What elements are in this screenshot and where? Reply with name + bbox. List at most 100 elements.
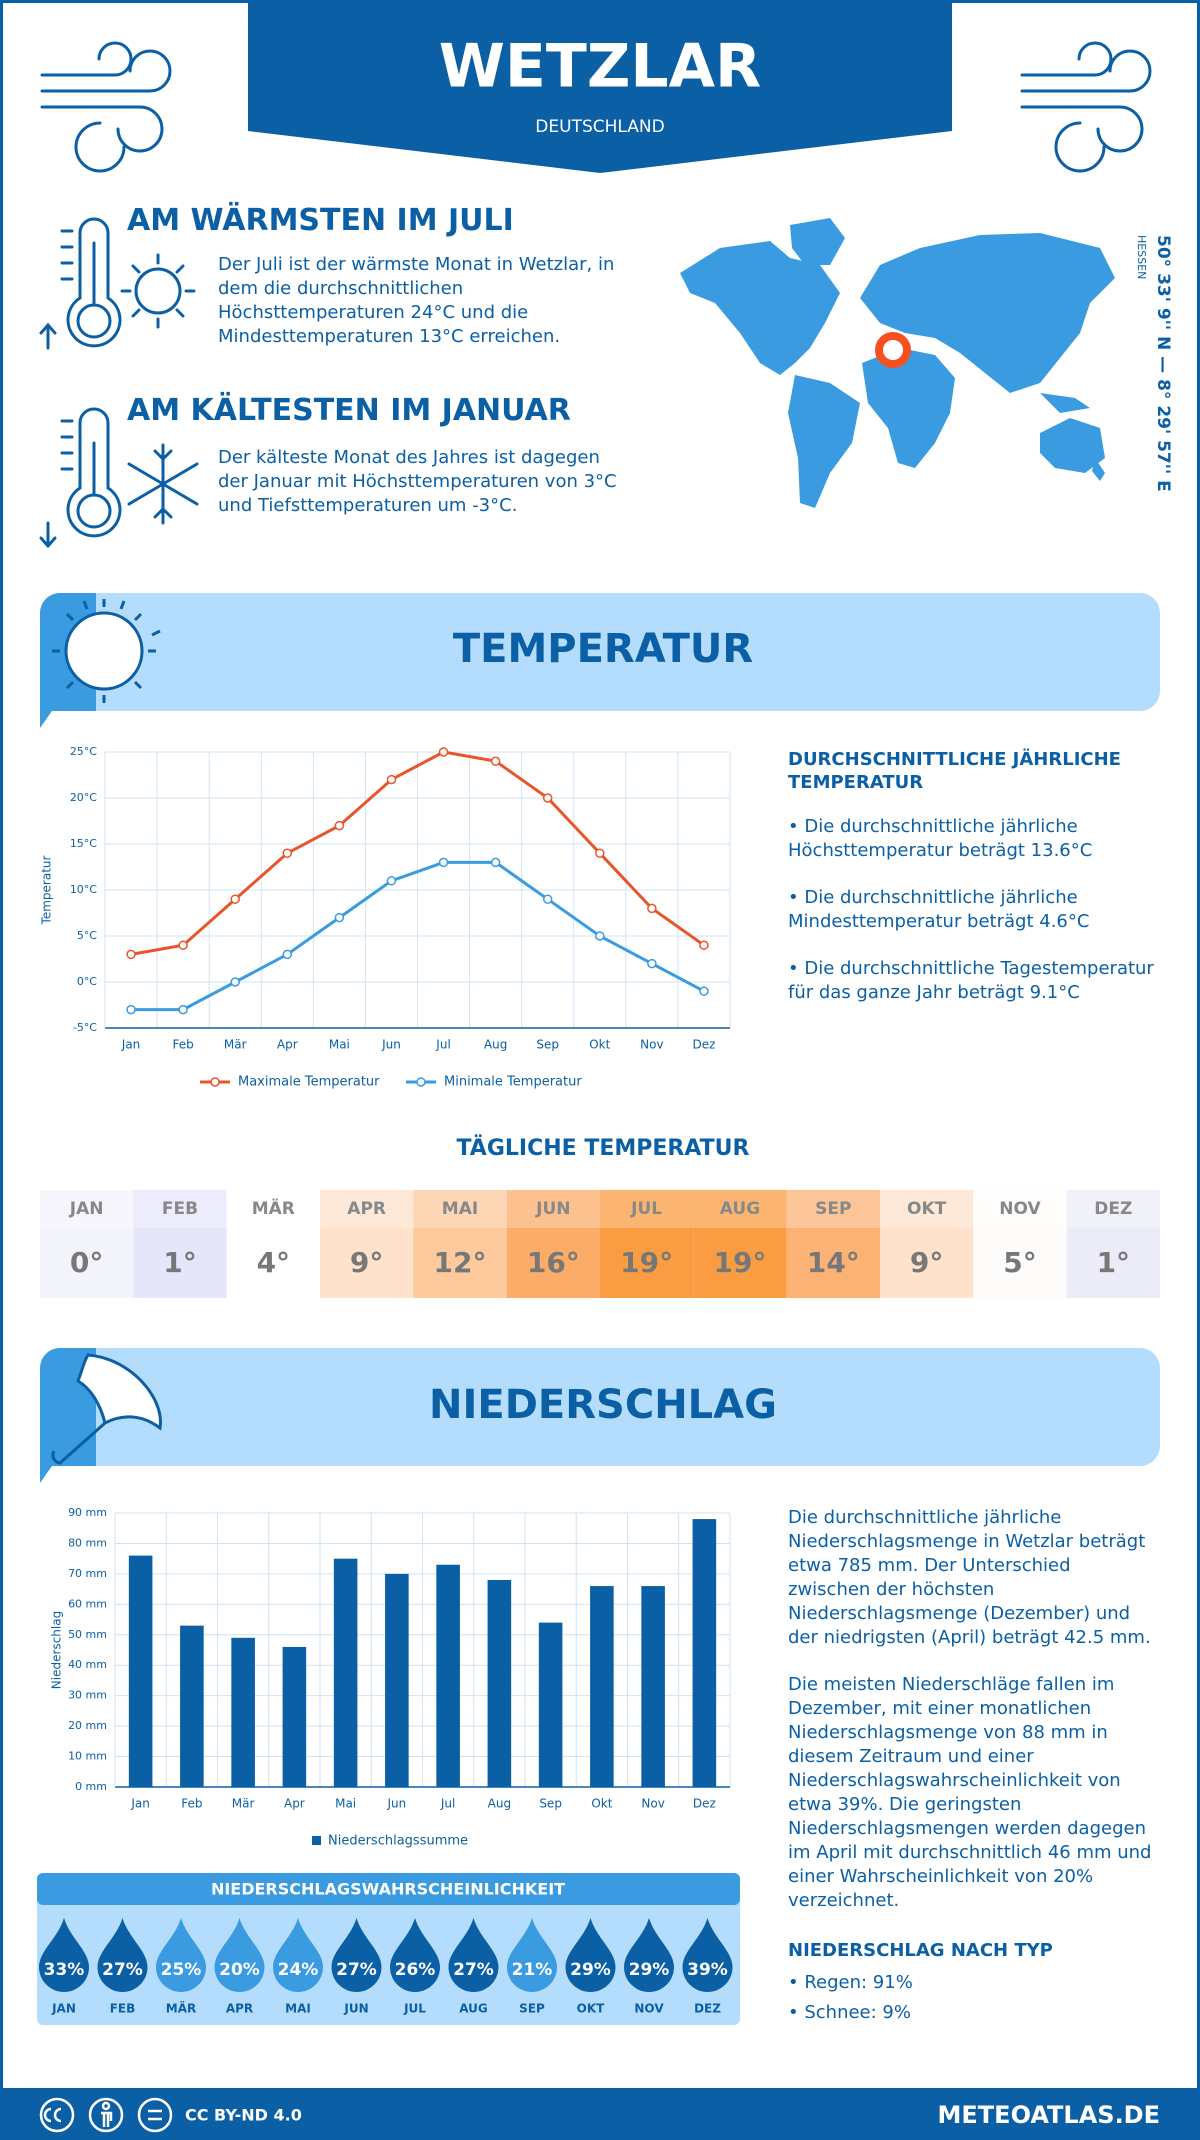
daily-value: 9° bbox=[350, 1246, 383, 1279]
x-tick-label: Feb bbox=[173, 1038, 194, 1052]
y-tick-label: 30 mm bbox=[68, 1689, 107, 1702]
drop bbox=[448, 1918, 499, 1992]
drop bbox=[390, 1918, 440, 1992]
y-tick-label: 15°C bbox=[70, 837, 97, 850]
daily-month: DEZ bbox=[1094, 1199, 1132, 1219]
y-tick-label: 5°C bbox=[77, 929, 97, 942]
probability-value: 27% bbox=[102, 1960, 143, 1980]
bar bbox=[231, 1637, 255, 1787]
daily-cell bbox=[973, 1190, 1067, 1298]
line-point bbox=[595, 848, 605, 858]
legend-label: Maximale Temperatur bbox=[238, 1075, 380, 1090]
daily-month: JUN bbox=[535, 1199, 570, 1219]
daily-value: 19° bbox=[620, 1246, 673, 1279]
x-tick-label: Mär bbox=[232, 1797, 255, 1811]
probability-title: NIEDERSCHLAGSWAHRSCHEINLICHKEIT bbox=[211, 1880, 565, 1899]
header-subtitle: DEUTSCHLAND bbox=[535, 117, 664, 137]
region: HESSEN bbox=[1135, 235, 1148, 279]
line-point bbox=[178, 1004, 188, 1015]
line-point bbox=[334, 820, 345, 831]
drop bbox=[214, 1918, 265, 1992]
line-point bbox=[230, 977, 240, 987]
daily-cell bbox=[133, 1190, 227, 1298]
summary-item: • Die durchschnittliche jährliche Mindes… bbox=[788, 887, 1090, 932]
y-tick-label: 10 mm bbox=[68, 1750, 107, 1763]
line-point bbox=[386, 876, 397, 886]
bar bbox=[436, 1564, 460, 1787]
probability-value: 24% bbox=[278, 1960, 319, 1980]
x-tick-label: Sep bbox=[536, 1038, 559, 1052]
daily-month: AUG bbox=[720, 1199, 760, 1219]
bar bbox=[590, 1586, 614, 1787]
summary-item: • Die durchschnittliche jährliche Höchst… bbox=[788, 816, 1093, 861]
daily-header bbox=[973, 1190, 1067, 1228]
daily-month: SEP bbox=[815, 1199, 851, 1219]
probability-month: MAI bbox=[285, 2002, 311, 2016]
line-point bbox=[438, 857, 449, 868]
x-tick-label: Apr bbox=[284, 1797, 305, 1811]
daily-header bbox=[600, 1190, 694, 1228]
daily-month: NOV bbox=[999, 1199, 1041, 1219]
site: METEOATLAS.DE bbox=[938, 2101, 1160, 2129]
drop bbox=[156, 1918, 206, 1992]
drop bbox=[624, 1918, 674, 1992]
coordinates: 50° 33' 9'' N — 8° 29' 57'' E bbox=[1153, 235, 1173, 492]
line-point bbox=[490, 756, 501, 766]
line-point bbox=[647, 958, 657, 969]
probability-month: OKT bbox=[577, 2002, 606, 2016]
legend-label: Minimale Temperatur bbox=[444, 1075, 582, 1090]
y-tick-label: 10°C bbox=[70, 883, 97, 896]
thermometer-icon bbox=[39, 217, 199, 549]
summary-item: • Die durchschnittliche Tagestemperatur … bbox=[788, 958, 1154, 1003]
drop bbox=[565, 1918, 616, 1992]
world-map bbox=[680, 218, 1115, 508]
line-point bbox=[542, 793, 553, 803]
daily-header bbox=[880, 1190, 974, 1228]
line-point bbox=[178, 940, 188, 950]
daily-title: TÄGLICHE TEMPERATUR bbox=[456, 1136, 750, 1161]
bar bbox=[180, 1625, 204, 1787]
daily-cell bbox=[226, 1190, 320, 1298]
daily-cell bbox=[506, 1190, 600, 1298]
probability-header bbox=[37, 1873, 740, 1905]
y-tick-label: 60 mm bbox=[68, 1597, 107, 1610]
type-item: • Regen: 91% bbox=[788, 1972, 913, 1993]
daily-header bbox=[226, 1190, 320, 1228]
line-point bbox=[386, 774, 397, 785]
bar bbox=[538, 1622, 563, 1787]
umbrella-icon bbox=[51, 1353, 162, 1465]
x-tick-label: Jan bbox=[121, 1038, 141, 1052]
probability-month: APR bbox=[226, 2002, 253, 2016]
daily-cell bbox=[40, 1190, 134, 1298]
x-tick-label: Jul bbox=[435, 1038, 450, 1052]
daily-month: MÄR bbox=[252, 1197, 295, 1219]
daily-cell bbox=[413, 1190, 507, 1298]
precip-text: Die durchschnittliche jährliche Niedersc… bbox=[788, 1507, 1151, 1648]
drop bbox=[507, 1918, 557, 1992]
x-tick-label: Okt bbox=[589, 1038, 610, 1052]
probability-value: 25% bbox=[161, 1960, 202, 1980]
x-tick-label: Dez bbox=[692, 1038, 715, 1052]
y-tick-label: 50 mm bbox=[68, 1628, 107, 1641]
x-tick-label: Dez bbox=[693, 1797, 716, 1811]
probability-month: MÄR bbox=[166, 2001, 196, 2016]
section-title: NIEDERSCHLAG bbox=[429, 1382, 777, 1428]
y-axis-label: Niederschlag bbox=[50, 1611, 64, 1689]
daily-header bbox=[40, 1190, 134, 1228]
drop bbox=[273, 1918, 323, 1992]
y-tick-label: -5°C bbox=[73, 1021, 97, 1034]
daily-cell bbox=[320, 1190, 414, 1298]
probability-value: 27% bbox=[453, 1960, 494, 1980]
x-tick-label: Mai bbox=[329, 1038, 350, 1052]
y-tick-label: 20°C bbox=[70, 791, 97, 804]
x-tick-label: Mär bbox=[224, 1038, 247, 1052]
daily-header bbox=[693, 1190, 787, 1228]
daily-header bbox=[413, 1190, 507, 1228]
line-point bbox=[334, 912, 345, 923]
line-point bbox=[126, 1004, 136, 1015]
x-tick-label: Nov bbox=[641, 1797, 664, 1811]
probability-value: 21% bbox=[512, 1960, 553, 1980]
x-tick-label: Jul bbox=[440, 1797, 455, 1811]
x-tick-label: Okt bbox=[591, 1797, 612, 1811]
daily-value: 1° bbox=[1097, 1246, 1130, 1279]
